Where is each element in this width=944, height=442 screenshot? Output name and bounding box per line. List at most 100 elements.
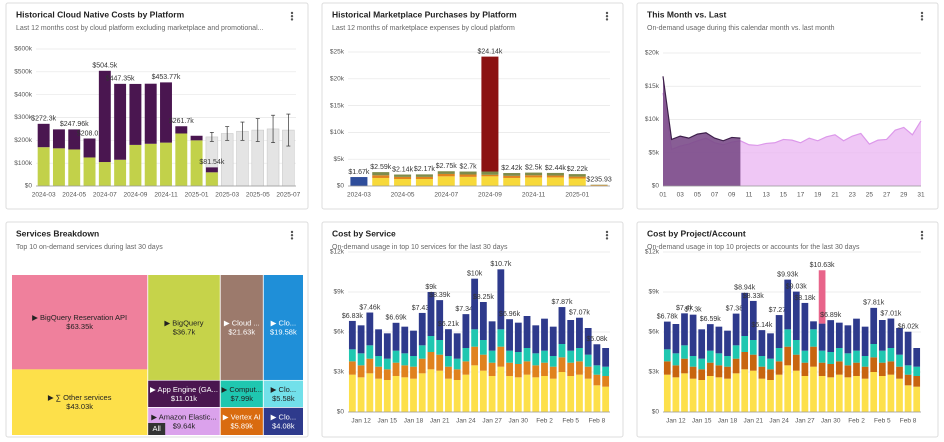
y-tick-label: $100k (14, 160, 32, 167)
menu-dot[interactable] (605, 15, 609, 18)
bar-segment (546, 175, 564, 178)
menu-dot[interactable] (605, 234, 609, 237)
bar-segment (418, 358, 426, 374)
bar-segment (853, 318, 860, 351)
bar-segment (767, 369, 774, 380)
treemap-cell[interactable] (263, 275, 303, 380)
bar-segment (698, 329, 706, 359)
menu-dot[interactable] (605, 11, 609, 15)
total-label: $6.89k (820, 312, 842, 319)
menu-dot[interactable] (920, 11, 924, 15)
total-label: $453.77k (152, 74, 181, 81)
x-tick-label: Jan 24 (769, 418, 789, 425)
bar-segment (567, 376, 575, 412)
x-tick-label: 03 (677, 192, 685, 199)
bar-segment (175, 133, 188, 186)
bar-segment (584, 378, 592, 412)
x-tick-label: Jan 27 (795, 418, 815, 425)
bar-segment (913, 348, 921, 367)
menu-dot[interactable] (605, 230, 609, 234)
menu-dot[interactable] (290, 15, 294, 18)
bar-segment (732, 345, 740, 359)
card-subtitle: Last 12 months of marketplace expenses b… (332, 25, 515, 32)
treemap-cell[interactable] (12, 275, 148, 370)
menu-dot[interactable] (290, 230, 294, 234)
bar-segment (401, 326, 409, 354)
line (662, 76, 741, 142)
menu-dot[interactable] (605, 18, 609, 21)
menu-dot[interactable] (920, 237, 924, 240)
bar-segment (663, 361, 671, 375)
menu-dot[interactable] (290, 18, 294, 21)
bar-segment (445, 329, 452, 356)
bar-segment (689, 378, 697, 412)
bar-segment (792, 340, 800, 355)
total-label: $447.35k (106, 76, 135, 83)
treemap-label: ▶ Amazon Elastic... (151, 412, 216, 421)
x-tick-label: Jan 12 (351, 418, 371, 425)
treemap-cell[interactable] (148, 275, 220, 380)
menu-dot[interactable] (920, 234, 924, 237)
bar-segment (375, 378, 382, 412)
bar-segment (350, 177, 368, 186)
y-tick-label: $15k (330, 102, 345, 109)
x-tick-label: 01 (659, 192, 667, 199)
breadcrumb-label[interactable]: All (153, 424, 162, 433)
bar-segment (689, 356, 697, 367)
menu-dot[interactable] (920, 15, 924, 18)
bar-segment (410, 330, 417, 356)
bar-segment (835, 348, 843, 362)
total-label: $8.33k (743, 293, 765, 300)
bar-segment (506, 362, 513, 376)
menu-dot[interactable] (605, 237, 609, 240)
menu-dot[interactable] (290, 234, 294, 237)
y-tick-label: $6k (649, 329, 660, 336)
bar-segment (503, 175, 521, 178)
total-label: $7.43k (412, 305, 434, 312)
bar-segment (567, 320, 575, 351)
bar-segment (689, 314, 697, 356)
y-tick-label: $400k (14, 91, 32, 98)
treemap-cell[interactable] (148, 380, 220, 407)
treemap-cell[interactable] (263, 407, 303, 435)
total-label: $247.96k (60, 121, 89, 128)
treemap-value: $7.99k (230, 394, 253, 403)
treemap-cell[interactable] (220, 380, 263, 407)
card-subtitle: Last 12 months cost by cloud platform ex… (16, 25, 264, 32)
card-title: Cost by Service (332, 228, 396, 238)
treemap-cell[interactable] (263, 380, 303, 407)
bar-segment (818, 376, 826, 412)
x-tick-label: 2025-05 (246, 192, 270, 199)
bar-segment (732, 358, 740, 374)
total-label: $2.42k (501, 165, 523, 172)
menu-dot[interactable] (290, 237, 294, 240)
bar-segment (506, 350, 513, 363)
bar-segment (558, 372, 566, 412)
menu-dot[interactable] (920, 230, 924, 234)
bar-segment (479, 302, 487, 340)
menu-dot[interactable] (290, 11, 294, 15)
bar-segment (853, 350, 860, 363)
bar-segment (401, 353, 409, 366)
bar-segment (481, 176, 499, 186)
x-tick-label: 15 (780, 192, 788, 199)
menu-dot[interactable] (920, 18, 924, 21)
bar-segment (698, 358, 706, 370)
treemap-label: ▶ Clo... (271, 412, 296, 421)
bar-segment (904, 385, 912, 412)
bar-segment (732, 313, 740, 346)
bar-segment (129, 144, 142, 186)
bar-segment (792, 354, 800, 371)
treemap-cell[interactable] (12, 369, 148, 435)
breadcrumb-button[interactable] (148, 423, 166, 435)
bar-segment (392, 322, 400, 351)
treemap-cell[interactable] (220, 407, 263, 435)
x-tick-label: 2024-07 (93, 192, 117, 199)
bar-segment (568, 178, 586, 186)
total-label: $6.02k (898, 324, 920, 331)
bar-segment (436, 340, 444, 355)
bar-segment (427, 336, 435, 352)
bar-segment (437, 171, 455, 174)
treemap-cell[interactable] (220, 275, 263, 380)
x-tick-label: 11 (746, 192, 753, 199)
